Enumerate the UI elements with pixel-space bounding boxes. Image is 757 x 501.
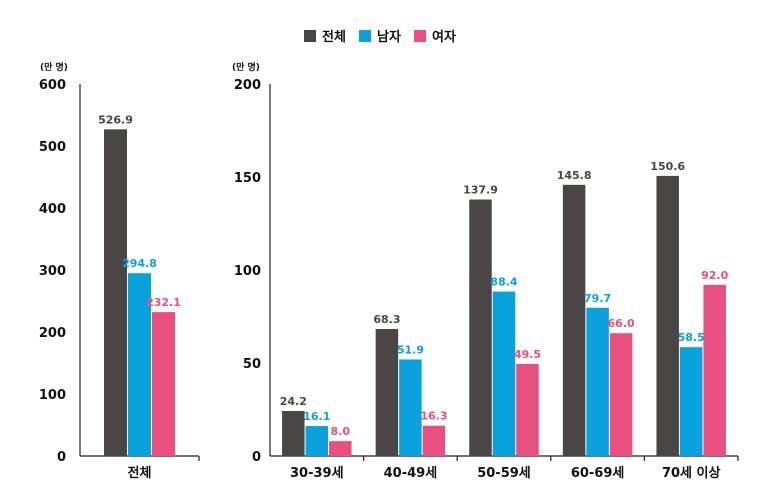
x-category-label: 40-49세: [384, 466, 438, 481]
bar-female: [703, 284, 726, 456]
bar-female: [422, 425, 446, 456]
data-label-female: 232.1: [146, 296, 181, 309]
x-category-label: 전체: [128, 465, 152, 481]
bar-total: [375, 328, 399, 456]
data-label-total: 137.9: [463, 184, 498, 197]
y-tick-label: 100: [39, 388, 66, 403]
bar-total: [469, 199, 492, 457]
data-label-male: 58.5: [678, 331, 705, 344]
bar-male: [128, 273, 151, 456]
data-label-female: 8.0: [331, 425, 351, 438]
left-unit-label: (만 명): [40, 61, 68, 73]
legend: 전체 남자 여자: [304, 29, 456, 45]
x-category-label: 50-59세: [477, 466, 531, 481]
data-label-female: 92.0: [701, 269, 728, 282]
bar-male: [679, 347, 703, 456]
y-tick-label: 50: [243, 357, 261, 372]
data-label-female: 16.3: [420, 410, 447, 423]
data-label-male: 51.9: [397, 343, 424, 356]
y-tick-label: 300: [39, 264, 66, 279]
bar-female: [516, 363, 539, 456]
y-tick-label: 100: [234, 264, 261, 279]
bar-total: [562, 184, 586, 456]
legend-swatch-female: [414, 30, 426, 42]
y-tick-label: 200: [234, 78, 261, 93]
legend-label-female: 여자: [432, 29, 456, 45]
data-label-total: 24.2: [280, 395, 307, 408]
bar-total: [656, 175, 679, 456]
bar-male: [492, 291, 516, 456]
y-tick-label: 500: [39, 140, 66, 155]
data-label-male: 88.4: [490, 276, 517, 289]
legend-label-total: 전체: [322, 29, 346, 45]
bar-female: [329, 441, 352, 456]
data-label-total: 526.9: [98, 113, 133, 126]
y-tick-label: 0: [252, 450, 261, 465]
bar-male: [305, 426, 329, 456]
data-label-female: 66.0: [608, 317, 635, 330]
legend-swatch-male: [359, 30, 371, 42]
data-label-male: 79.7: [584, 292, 611, 305]
y-tick-label: 400: [39, 202, 66, 217]
y-tick-label: 150: [234, 171, 261, 186]
y-tick-label: 0: [57, 450, 66, 465]
data-label-total: 145.8: [557, 169, 592, 182]
x-category-label: 60-69세: [571, 466, 625, 481]
bar-female: [152, 312, 175, 456]
x-category-label: 70세 이상: [662, 465, 721, 481]
bar-male: [586, 307, 609, 456]
bar-total: [282, 410, 305, 456]
y-tick-label: 600: [39, 78, 66, 93]
legend-swatch-total: [304, 30, 316, 42]
data-label-female: 49.5: [514, 348, 541, 361]
bar-female: [609, 333, 633, 456]
y-tick-label: 200: [39, 326, 66, 341]
chart-panel-age: 0 50 100 150 200 30-39세 24.2 16.18.0 40-49세 68.3 5…: [234, 78, 739, 481]
data-label-total: 68.3: [373, 313, 400, 326]
data-label-total: 150.6: [650, 160, 685, 173]
right-unit-label: (만 명): [232, 61, 260, 73]
data-label-male: 16.1: [303, 410, 330, 423]
bar-total: [104, 129, 127, 456]
data-label-male: 294.8: [122, 257, 157, 270]
chart-panel-total: 0 100 200 300 400 500 600 전체 526.9 294.8 232.1: [39, 78, 200, 481]
legend-label-male: 남자: [377, 29, 401, 45]
bar-male: [399, 359, 422, 456]
x-category-label: 30-39세: [290, 466, 344, 481]
